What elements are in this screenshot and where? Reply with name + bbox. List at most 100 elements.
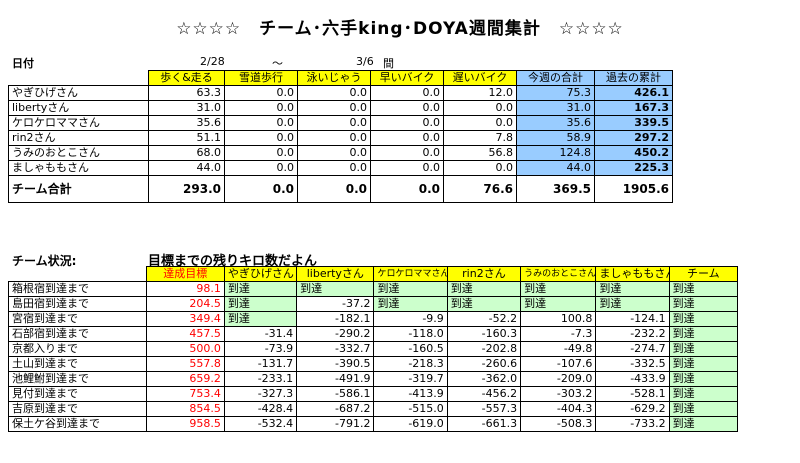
table-row: 石部宿到達まで 457.5 -31.4 -290.2 -118.0 -160.3 -7.3-… bbox=[8, 326, 739, 342]
column-header: 雪道歩行 bbox=[224, 70, 298, 86]
remaining-cell: 到達 bbox=[668, 371, 739, 387]
distance-cell: 56.8 bbox=[443, 145, 517, 161]
remaining-cell: -629.2 bbox=[595, 401, 670, 417]
remaining-cell: -124.1 bbox=[595, 311, 670, 327]
distance-cell: 0.0 bbox=[224, 100, 298, 116]
member-name: ましゃももさん bbox=[8, 160, 149, 176]
distance-cell: 35.6 bbox=[516, 115, 595, 131]
remaining-cell: 到達 bbox=[446, 296, 522, 312]
target-distance: 204.5 bbox=[145, 296, 225, 312]
date-range: 日付 2/28 ～ 3/6 間 bbox=[12, 55, 652, 70]
remaining-cell: -661.3 bbox=[446, 416, 522, 432]
target-distance: 958.5 bbox=[145, 416, 225, 432]
column-header: ましゃももさん bbox=[595, 266, 670, 282]
milestone-name: 見付到達まで bbox=[8, 386, 147, 402]
table-row: libertyさん 31.0 0.0 0.0 0.0 0.0 31.0 167.3 bbox=[8, 100, 673, 116]
remaining-cell: 到達 bbox=[595, 281, 670, 297]
remaining-cell: 到達 bbox=[373, 281, 448, 297]
remaining-cell: 到達 bbox=[668, 311, 739, 327]
remaining-cell: -73.9 bbox=[223, 341, 298, 357]
remaining-cell: -687.2 bbox=[296, 401, 375, 417]
distance-cell: 0.0 bbox=[224, 85, 298, 101]
remaining-cell: 到達 bbox=[520, 281, 597, 297]
distance-cell: 0.0 bbox=[443, 160, 517, 176]
distance-cell: 31.0 bbox=[148, 100, 225, 116]
team-total-cell: 0.0 bbox=[224, 175, 298, 203]
distance-cell: 0.0 bbox=[297, 160, 371, 176]
distance-cell: 0.0 bbox=[370, 130, 444, 146]
remaining-cell: -260.6 bbox=[446, 356, 522, 372]
table-row: 吉原到達まで 854.5 -428.4 -687.2 -515.0 -557.3 -404.… bbox=[8, 401, 739, 417]
remaining-cell: 到達 bbox=[223, 281, 298, 297]
distance-cell: 0.0 bbox=[297, 145, 371, 161]
table-row: 島田宿到達まで 204.5 到達 -37.2 到達 到達 到達 到達 到達 bbox=[8, 296, 739, 312]
remaining-cell: 100.8 bbox=[520, 311, 597, 327]
target-distance: 500.0 bbox=[145, 341, 225, 357]
date-separator: ～ bbox=[272, 57, 283, 70]
remaining-cell: -586.1 bbox=[296, 386, 375, 402]
table-row: やぎひげさん 63.3 0.0 0.0 0.0 12.0 75.3 426.1 bbox=[8, 85, 673, 101]
milestone-name: 箱根宿到達まで bbox=[8, 281, 147, 297]
table-row: 保土ケ谷到達まで 958.5 -532.4 -791.2 -619.0 -661.3 -50… bbox=[8, 416, 739, 432]
table-row: 池鯉鮒到達まで 659.2 -233.1 -491.9 -319.7 -362.0 -209… bbox=[8, 371, 739, 387]
status-header-row: 達成目標 やぎひげさん libertyさん ケロケロママさん rin2さん うみのおとこさ… bbox=[9, 266, 739, 282]
milestone-name: 池鯉鮒到達まで bbox=[8, 371, 147, 387]
header-blank bbox=[9, 267, 147, 282]
column-header: 歩く&走る bbox=[148, 70, 225, 86]
remaining-cell: -327.3 bbox=[223, 386, 298, 402]
remaining-cell: 到達 bbox=[668, 326, 739, 342]
table-row: うみのおとこさん 68.0 0.0 0.0 0.0 56.8 124.8 450.2 bbox=[8, 145, 673, 161]
remaining-cell: 到達 bbox=[668, 356, 739, 372]
remaining-cell: -232.2 bbox=[595, 326, 670, 342]
remaining-cell: -390.5 bbox=[296, 356, 375, 372]
remaining-cell: -557.3 bbox=[446, 401, 522, 417]
distance-cell: 58.9 bbox=[516, 130, 595, 146]
remaining-cell: -791.2 bbox=[296, 416, 375, 432]
target-distance: 854.5 bbox=[145, 401, 225, 417]
remaining-cell: -332.5 bbox=[595, 356, 670, 372]
milestone-name: 宮宿到達まで bbox=[8, 311, 147, 327]
column-header: やぎひげさん bbox=[223, 266, 298, 282]
table-row: ケロケロママさん 35.6 0.0 0.0 0.0 0.0 35.6 339.5 bbox=[8, 115, 673, 131]
header-blank bbox=[9, 71, 149, 86]
remaining-cell: -290.2 bbox=[296, 326, 375, 342]
milestone-name: 土山到達まで bbox=[8, 356, 147, 372]
remaining-cell: 到達 bbox=[223, 311, 298, 327]
distance-cell: 63.3 bbox=[148, 85, 225, 101]
target-distance: 659.2 bbox=[145, 371, 225, 387]
table-row: rin2さん 51.1 0.0 0.0 0.0 7.8 58.9 297.2 bbox=[8, 130, 673, 146]
distance-cell: 167.3 bbox=[594, 100, 673, 116]
date-suffix: 間 bbox=[383, 57, 394, 70]
remaining-cell: 到達 bbox=[668, 401, 739, 417]
remaining-cell: -131.7 bbox=[223, 356, 298, 372]
distance-cell: 0.0 bbox=[370, 160, 444, 176]
remaining-cell: -160.5 bbox=[373, 341, 448, 357]
remaining-cell: -202.8 bbox=[446, 341, 522, 357]
distance-cell: 0.0 bbox=[297, 115, 371, 131]
remaining-cell: -413.9 bbox=[373, 386, 448, 402]
remaining-cell: 到達 bbox=[668, 281, 739, 297]
remaining-cell: 到達 bbox=[446, 281, 522, 297]
member-name: うみのおとこさん bbox=[8, 145, 149, 161]
column-header: 達成目標 bbox=[145, 266, 225, 282]
distance-cell: 0.0 bbox=[370, 85, 444, 101]
remaining-cell: 到達 bbox=[373, 296, 448, 312]
column-header: チーム bbox=[668, 266, 739, 282]
remaining-cell: 到達 bbox=[668, 296, 739, 312]
milestone-name: 保土ケ谷到達まで bbox=[8, 416, 147, 432]
remaining-cell: -233.1 bbox=[223, 371, 298, 387]
distance-cell: 0.0 bbox=[370, 115, 444, 131]
remaining-cell: -319.7 bbox=[373, 371, 448, 387]
team-total-cell: 1905.6 bbox=[594, 175, 673, 203]
remaining-cell: -31.4 bbox=[223, 326, 298, 342]
table-row: ましゃももさん 44.0 0.0 0.0 0.0 0.0 44.0 225.3 bbox=[8, 160, 673, 176]
distance-cell: 339.5 bbox=[594, 115, 673, 131]
target-distance: 349.4 bbox=[145, 311, 225, 327]
remaining-cell: -433.9 bbox=[595, 371, 670, 387]
distance-cell: 124.8 bbox=[516, 145, 595, 161]
distance-cell: 0.0 bbox=[297, 130, 371, 146]
date-label: 日付 bbox=[12, 57, 34, 70]
distance-cell: 0.0 bbox=[297, 100, 371, 116]
start-date: 2/28 bbox=[200, 55, 225, 68]
remaining-cell: -491.9 bbox=[296, 371, 375, 387]
